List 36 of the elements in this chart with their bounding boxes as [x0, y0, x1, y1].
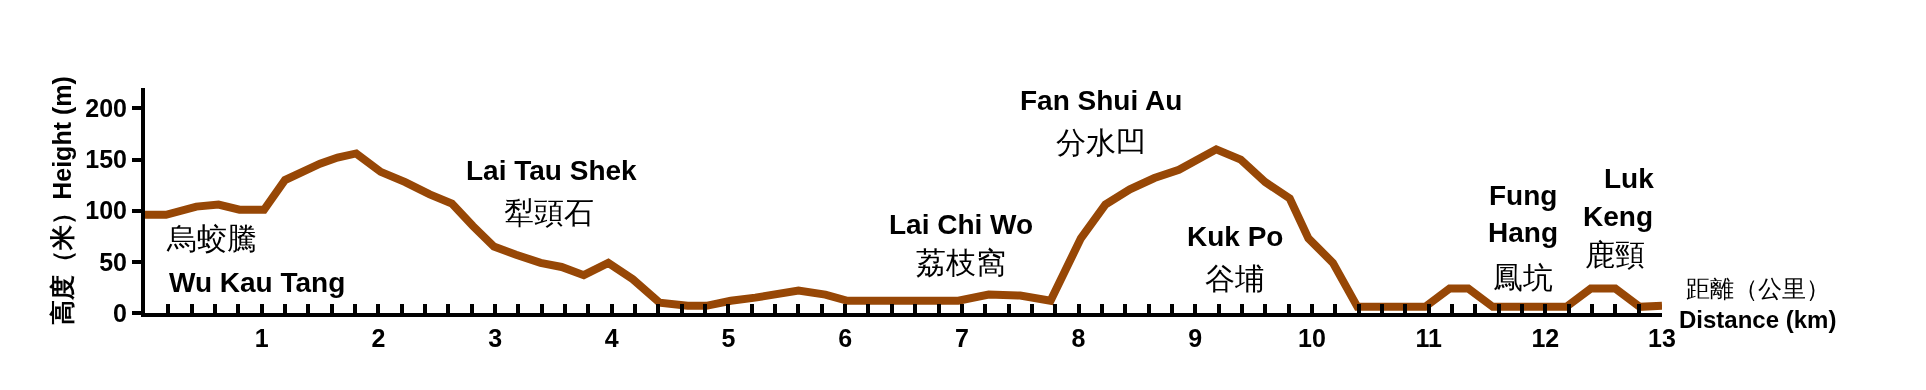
y-tick-label: 150 — [85, 145, 127, 174]
y-tick-label: 0 — [113, 298, 127, 327]
x-tick-label: 2 — [371, 324, 386, 352]
annotation: Keng — [1583, 201, 1653, 232]
annotation: Wu Kau Tang — [169, 267, 346, 298]
annotation: Fan Shui Au — [1020, 85, 1183, 116]
annotation: Fung — [1489, 180, 1558, 211]
annotation: Luk — [1604, 163, 1655, 194]
x-tick-label: 9 — [1188, 324, 1203, 352]
x-tick-label: 6 — [838, 324, 853, 352]
x-tick-label: 10 — [1298, 324, 1326, 352]
annotation: 鹿頸 — [1585, 238, 1645, 271]
x-tick-label: 5 — [721, 324, 736, 352]
annotation: 鳳坑 — [1493, 261, 1553, 294]
x-tick-label: 11 — [1415, 324, 1442, 352]
x-tick-label: 13 — [1648, 324, 1676, 352]
annotation: 烏蛟騰 — [166, 222, 257, 255]
x-tick-label: 3 — [488, 324, 503, 352]
x-axis-title: 距離（公里） Distance (km) — [1679, 275, 1837, 334]
y-axis-title: 高度（米）Height (m) — [47, 76, 76, 325]
x-tick-label: 12 — [1531, 324, 1560, 352]
annotation: 谷埔 — [1205, 262, 1265, 295]
x-tick-label: 4 — [604, 324, 619, 352]
y-tick-label: 200 — [85, 94, 127, 123]
annotation: Hang — [1488, 217, 1558, 248]
annotation: 分水凹 — [1056, 126, 1146, 159]
y-tick-label: 50 — [99, 247, 127, 276]
x-tick-label: 7 — [954, 324, 969, 352]
annotation: 荔枝窩 — [916, 246, 1006, 279]
annotation: Kuk Po — [1187, 221, 1284, 252]
annotation: Lai Chi Wo — [889, 209, 1034, 240]
annotation: 犁頭石 — [504, 196, 594, 229]
x-tick-label: 8 — [1071, 324, 1086, 352]
annotation: Lai Tau Shek — [466, 155, 638, 186]
y-tick-label: 100 — [85, 196, 127, 225]
x-tick-label: 1 — [254, 324, 269, 352]
